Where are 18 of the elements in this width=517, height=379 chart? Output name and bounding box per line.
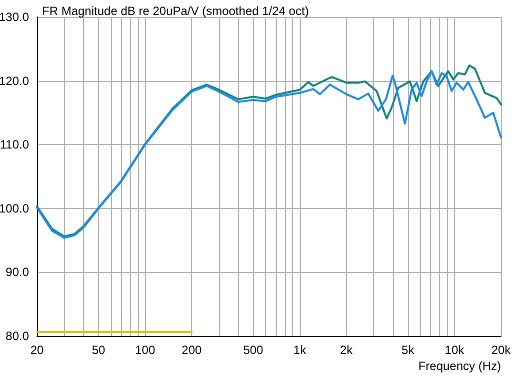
x-tick-label: 500 [243, 343, 264, 357]
y-tick-label: 130.0 [0, 10, 30, 24]
x-tick-label: 100 [135, 343, 156, 357]
chart-title: FR Magnitude dB re 20uPa/V (smoothed 1/24 oct) [42, 4, 309, 18]
x-tick-label: 200 [182, 343, 202, 357]
y-tick-label: 120.0 [0, 74, 30, 88]
x-tick-label: 1k [293, 343, 308, 357]
y-tick-label: 100.0 [0, 201, 30, 216]
x-tick-label: 5k [402, 343, 416, 357]
x-tick-label: 20k [491, 343, 512, 357]
y-tick-label: 110.0 [0, 138, 30, 152]
x-tick-label: 20 [30, 343, 44, 357]
x-tick-label: 50 [92, 343, 106, 357]
x-tick-label: 2k [340, 343, 354, 357]
x-tick-label: 10k [444, 343, 466, 357]
x-axis-title: Frequency (Hz) [418, 359, 502, 373]
y-tick-label: 90.0 [6, 265, 30, 280]
y-tick-label: 80.0 [6, 329, 30, 343]
